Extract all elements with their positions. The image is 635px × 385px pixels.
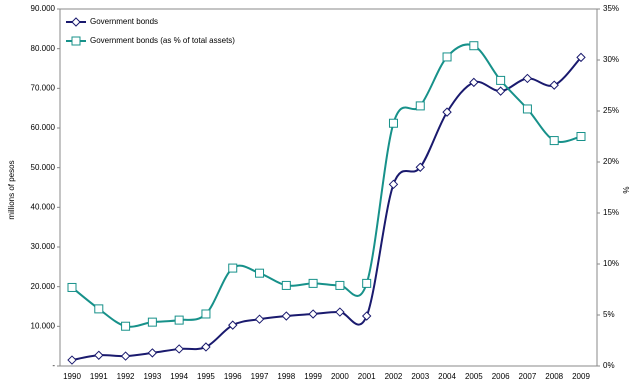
data-point	[228, 263, 238, 273]
data-point	[147, 317, 157, 327]
data-point	[335, 280, 345, 290]
data-point	[308, 278, 318, 288]
data-point	[415, 101, 425, 111]
y2-axis-title: %	[622, 186, 631, 193]
legend-label: Government bonds (as % of total assets)	[90, 36, 235, 45]
data-point	[281, 311, 292, 321]
data-point	[522, 104, 532, 114]
data-point	[228, 320, 238, 330]
data-point	[522, 73, 533, 84]
data-point	[576, 132, 586, 141]
x-tick-label: 2009	[572, 372, 590, 381]
y2-tick-label: 5%	[603, 310, 615, 319]
series-line	[71, 43, 582, 328]
data-point	[388, 118, 398, 128]
y2-tick-label: 30%	[603, 55, 619, 64]
y2-tick-label: 10%	[603, 259, 619, 268]
data-point	[120, 351, 131, 361]
data-point	[362, 278, 372, 288]
y2-tick-label: 35%	[603, 4, 619, 13]
x-tick-label: 2008	[545, 372, 563, 381]
x-tick-label: 2001	[358, 372, 376, 381]
y-tick-label: 30.000	[31, 242, 56, 251]
data-point	[147, 348, 158, 358]
data-point	[94, 304, 104, 314]
y-tick-label: 40.000	[31, 202, 56, 211]
x-tick-label: 2003	[411, 372, 429, 381]
data-point	[415, 162, 425, 172]
x-tick-label: 2004	[438, 372, 456, 381]
y-tick-label: 20.000	[31, 282, 56, 291]
data-point	[174, 315, 184, 325]
data-point	[469, 77, 479, 88]
y-tick-label: 80.000	[31, 44, 56, 53]
data-point	[201, 309, 211, 319]
x-tick-label: 2005	[465, 372, 483, 381]
plot-frame	[59, 8, 598, 367]
data-point	[388, 179, 399, 190]
y-tick-label: 50.000	[31, 163, 56, 172]
data-point	[94, 350, 104, 360]
data-point	[576, 52, 586, 63]
data-point	[495, 86, 506, 96]
series-line	[71, 56, 582, 362]
y-tick-label: 90.000	[31, 4, 56, 13]
data-point	[335, 307, 345, 317]
x-tick-label: 2006	[492, 372, 510, 381]
x-tick-label: 1995	[197, 372, 215, 381]
data-point	[308, 309, 318, 319]
x-tick-label: 1999	[304, 372, 322, 381]
y-tick-label: 10.000	[31, 321, 56, 330]
data-point	[255, 268, 265, 278]
legend-label: Government bonds	[90, 17, 158, 26]
data-point	[254, 314, 265, 324]
data-point	[549, 80, 559, 90]
x-tick-label: 1990	[63, 372, 81, 381]
y-tick-label: 70.000	[31, 83, 56, 92]
legend-marker	[71, 17, 81, 27]
x-tick-label: 1994	[170, 372, 188, 381]
y-tick-label: 60.000	[31, 123, 56, 132]
data-point	[442, 52, 452, 62]
data-point	[67, 282, 77, 292]
data-point	[121, 321, 131, 331]
data-point	[361, 311, 372, 321]
data-point	[496, 75, 506, 85]
y-tick-label: -	[52, 361, 55, 370]
y2-tick-label: 25%	[603, 106, 619, 115]
x-tick-label: 1997	[251, 372, 269, 381]
data-point	[549, 136, 559, 146]
legend-marker	[71, 36, 81, 46]
data-point	[67, 355, 77, 365]
data-point	[442, 107, 452, 117]
x-tick-label: 2000	[331, 372, 349, 381]
x-tick-label: 1993	[143, 372, 161, 381]
data-point	[201, 342, 211, 352]
x-tick-label: 1996	[224, 372, 242, 381]
x-tick-label: 1992	[117, 372, 135, 381]
x-tick-label: 2002	[385, 372, 403, 381]
data-point	[174, 344, 184, 354]
y2-tick-label: 0%	[603, 361, 615, 370]
data-point	[469, 41, 479, 51]
data-point	[281, 280, 291, 290]
y2-tick-label: 15%	[603, 208, 619, 217]
x-tick-label: 2007	[519, 372, 537, 381]
x-tick-label: 1998	[277, 372, 295, 381]
y2-tick-label: 20%	[603, 157, 619, 166]
y-axis-title: millions of pesos	[7, 160, 16, 219]
x-tick-label: 1991	[90, 372, 108, 381]
